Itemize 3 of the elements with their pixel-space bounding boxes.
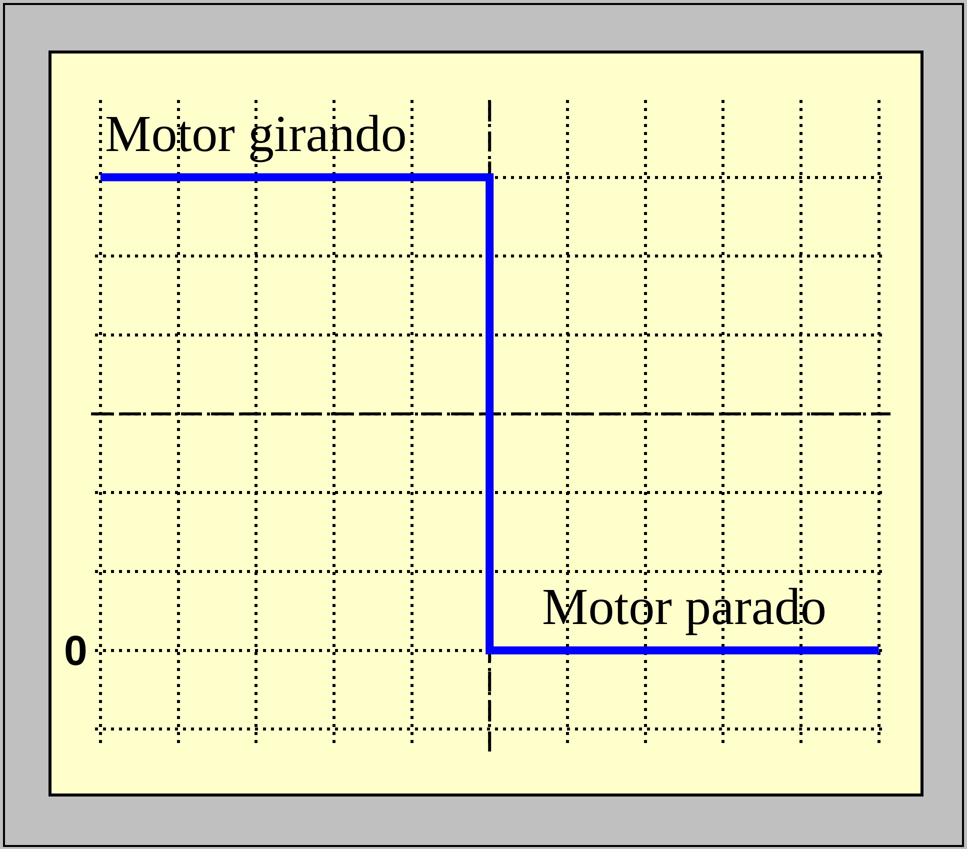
annotation: Motor parado [542, 579, 826, 636]
annotation: Motor girando [105, 106, 407, 163]
text: 0 [64, 627, 88, 674]
